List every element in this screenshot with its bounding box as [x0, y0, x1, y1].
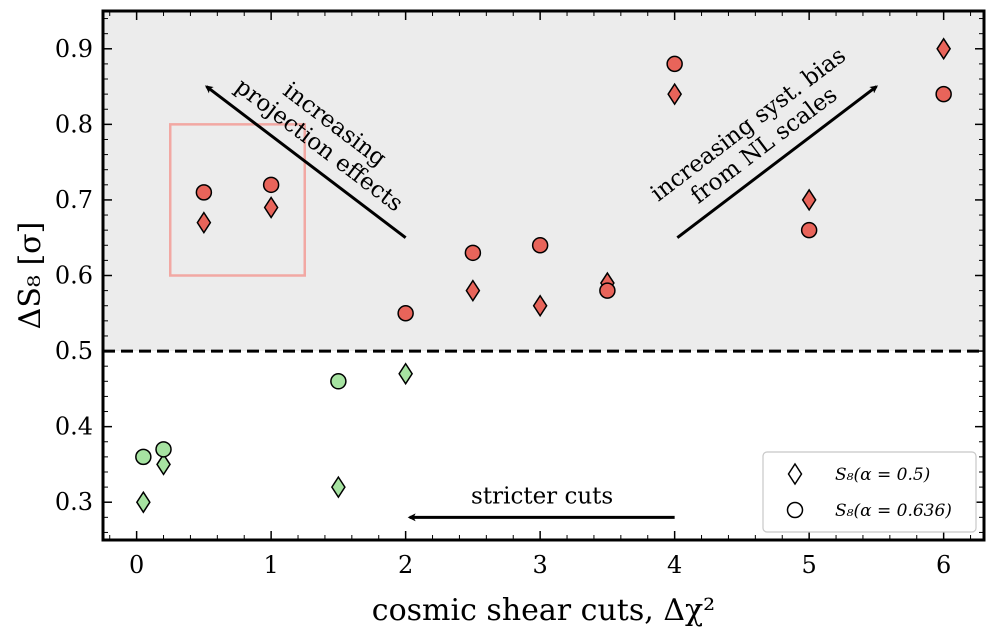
- x-tick-label: 0: [129, 551, 144, 579]
- diamond-point: [330, 475, 346, 499]
- circle-point: [135, 448, 152, 466]
- legend-box: [762, 451, 977, 533]
- diamond-point: [156, 453, 171, 476]
- diamond-point: [532, 294, 548, 318]
- y-tick-label: 0.3: [55, 488, 93, 516]
- diamond-point: [135, 490, 151, 514]
- diamond-point: [801, 188, 817, 212]
- series-circle: [135, 55, 952, 466]
- legend-circle-icon: [786, 501, 804, 519]
- circle-point: [195, 184, 213, 201]
- y-tick-label: 0.6: [55, 262, 93, 290]
- circle-point: [935, 85, 952, 103]
- diamond-point: [936, 37, 952, 61]
- y-tick-label: 0.7: [55, 186, 93, 214]
- circle-point: [666, 55, 683, 73]
- legend: S₈(α = 0.5) S₈(α = 0.636): [762, 451, 977, 533]
- circle-point: [599, 282, 616, 299]
- circle-point: [800, 221, 818, 239]
- y-tick-label: 0.8: [55, 110, 93, 138]
- y-tick-label: 0.9: [55, 35, 93, 63]
- legend-entry-label: S₈(α = 0.5): [835, 465, 930, 485]
- circle-point: [397, 305, 414, 322]
- annotation-text-stricter: stricter cuts: [471, 483, 613, 509]
- arrow-nl-bias: [676, 85, 878, 239]
- shaded-region: [103, 11, 984, 352]
- legend-diamond-icon: [787, 462, 803, 486]
- y-tick-label: 0.4: [55, 413, 93, 441]
- diamond-point: [398, 362, 414, 386]
- x-tick-label: 4: [667, 551, 682, 579]
- circle-point: [155, 441, 172, 458]
- y-axis-label: ΔS₈ [σ]: [13, 222, 48, 330]
- highlight-box-layer: [169, 123, 307, 277]
- y-tick-label: 0.5: [55, 337, 93, 365]
- x-tick-label: 2: [398, 551, 413, 579]
- arrow-projection: [204, 85, 407, 239]
- circle-point: [464, 244, 482, 262]
- x-tick-label: 6: [936, 551, 951, 579]
- x-tick-label: 5: [802, 551, 817, 579]
- circle-point: [262, 176, 280, 194]
- diamond-point: [263, 196, 279, 219]
- highlight-box: [169, 123, 307, 277]
- circle-point: [330, 373, 347, 390]
- circle-point: [531, 237, 549, 254]
- x-axis-label: cosmic shear cuts, Δχ²: [372, 593, 715, 628]
- diamond-point: [196, 211, 212, 234]
- axes: 0 1 2 3 4 5 6 0.3 0.4 0.5 0.6 0.7 0.8 0.9 cosmic shear…: [13, 9, 986, 628]
- plot-background: [103, 11, 984, 353]
- diamond-point: [667, 82, 683, 106]
- data-points: [135, 37, 952, 514]
- x-tick-label: 1: [263, 551, 278, 579]
- legend-entry-label: S₈(α = 0.636): [835, 501, 952, 521]
- diamond-point: [465, 279, 481, 302]
- x-tick-label: 3: [532, 551, 547, 579]
